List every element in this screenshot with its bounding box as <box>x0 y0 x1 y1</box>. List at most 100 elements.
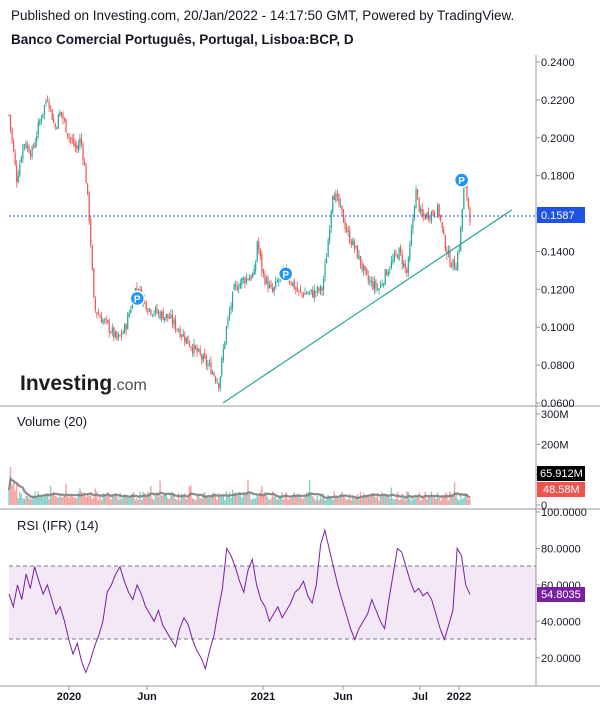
volume-bar <box>228 492 231 505</box>
candle-body <box>450 265 453 268</box>
volume-bar <box>433 496 436 505</box>
price-tick-label: 0.2000 <box>541 133 575 145</box>
volume-bar <box>8 489 10 505</box>
volume-ma-line <box>7 475 471 500</box>
volume-bar <box>271 491 274 505</box>
candle-body <box>301 292 303 293</box>
volume-bar <box>299 496 302 505</box>
volume-bar <box>370 493 373 505</box>
volume-bar <box>190 485 192 505</box>
volume-bar <box>372 492 374 505</box>
candle-body <box>46 100 49 102</box>
candle-body <box>299 289 302 292</box>
time-tick-label: Jun <box>137 691 157 703</box>
candle-body <box>344 221 346 229</box>
volume-bar <box>68 497 70 505</box>
volume-ma-tag <box>537 466 585 481</box>
volume-bar <box>63 495 66 505</box>
volume-bar <box>69 495 72 505</box>
candle-body <box>124 324 126 333</box>
volume-bar <box>210 497 212 505</box>
volume-bar <box>108 494 110 505</box>
volume-bar <box>100 500 103 505</box>
price-tick-label: 0.1200 <box>541 284 575 296</box>
candle-body <box>68 136 70 138</box>
candle-body <box>110 332 112 334</box>
volume-bar <box>367 495 369 505</box>
candle-body <box>363 265 365 271</box>
last-price-tag <box>537 207 585 223</box>
published-caption: Published on Investing.com, 20/Jan/2022 … <box>11 8 515 23</box>
candle-body <box>341 205 343 211</box>
candle-body <box>66 133 69 136</box>
candle-body <box>375 281 377 289</box>
candle-body <box>421 208 423 216</box>
candle-body <box>42 113 44 118</box>
candle-body <box>264 274 266 284</box>
volume-bar <box>349 494 351 505</box>
candle-body <box>270 284 272 287</box>
candle-body <box>290 283 292 285</box>
volume-bar <box>17 498 19 505</box>
candle-body <box>305 292 308 295</box>
candle-body <box>9 115 12 129</box>
volume-bar <box>165 493 167 505</box>
candle-body <box>100 316 103 323</box>
candle-body <box>154 307 157 313</box>
volume-tick-label: 300M <box>541 409 569 421</box>
volume-bar <box>449 491 451 505</box>
volume-bar <box>73 497 75 505</box>
candle-body <box>312 290 314 298</box>
volume-bar <box>393 499 396 505</box>
candle-body <box>19 163 21 176</box>
candle-body <box>424 215 426 220</box>
volume-bar <box>395 498 397 505</box>
volume-bar <box>384 493 386 505</box>
candle-body <box>218 383 220 389</box>
candle-body <box>469 208 471 222</box>
investing-logo-brand: Investing <box>20 372 112 395</box>
candle-body <box>16 165 18 183</box>
volume-bar <box>293 492 295 505</box>
volume-bar <box>424 491 426 505</box>
candle-body <box>76 145 78 149</box>
candle-body <box>74 144 76 147</box>
candle-body <box>87 183 89 194</box>
volume-bar <box>12 482 15 505</box>
candle-body <box>261 254 263 272</box>
volume-bar <box>355 498 357 505</box>
candle-body <box>273 286 275 292</box>
candle-body <box>53 118 55 123</box>
volume-bar <box>156 492 158 505</box>
volume-bar <box>241 497 243 505</box>
volume-bar <box>407 491 410 505</box>
volume-bar <box>352 496 354 505</box>
candle-body <box>433 212 436 216</box>
volume-bar <box>90 494 92 505</box>
volume-bar <box>359 491 362 505</box>
volume-bar <box>170 492 172 505</box>
volume-bar <box>145 495 147 505</box>
candle-body <box>71 139 73 141</box>
candle-body <box>14 152 16 164</box>
candle-body <box>191 347 194 353</box>
volume-bar <box>216 499 218 505</box>
candle-body <box>383 283 385 285</box>
candle-body <box>309 291 311 293</box>
volume-bar <box>110 499 112 505</box>
trendline[interactable] <box>222 209 513 404</box>
volume-bar <box>22 498 24 505</box>
candle-body <box>36 136 38 142</box>
volume-bar <box>259 492 262 505</box>
candle-body <box>176 328 178 330</box>
volume-bar <box>28 498 30 505</box>
pivot-marker-label: P <box>282 270 289 281</box>
candle-body <box>409 244 411 261</box>
candle-body <box>452 258 454 267</box>
volume-bar <box>222 495 225 505</box>
volume-pane-title: Volume (20) <box>17 414 87 429</box>
volume-bar <box>362 493 365 505</box>
volume-bar <box>302 498 305 505</box>
candle-body <box>438 205 440 216</box>
candle-body <box>159 312 161 319</box>
